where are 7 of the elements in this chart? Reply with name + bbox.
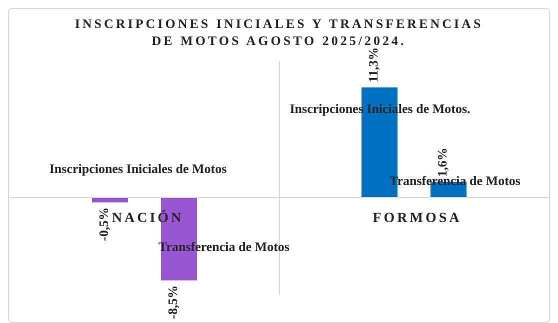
- data-label: 1,6%: [434, 148, 450, 177]
- x-tick-label: FORMOSA: [372, 211, 462, 226]
- data-label: 11,3%: [366, 47, 380, 82]
- chart-title: INSCRIPCIONES INICIALES Y TRANSFERENCIAS DE MOTOS AGOSTO 2025/2024.: [74, 15, 484, 48]
- data-label: -8,5%: [165, 285, 180, 319]
- data-label: -0,5%: [96, 207, 111, 241]
- annotation: Inscripciones Iniciales de Motos: [49, 161, 227, 176]
